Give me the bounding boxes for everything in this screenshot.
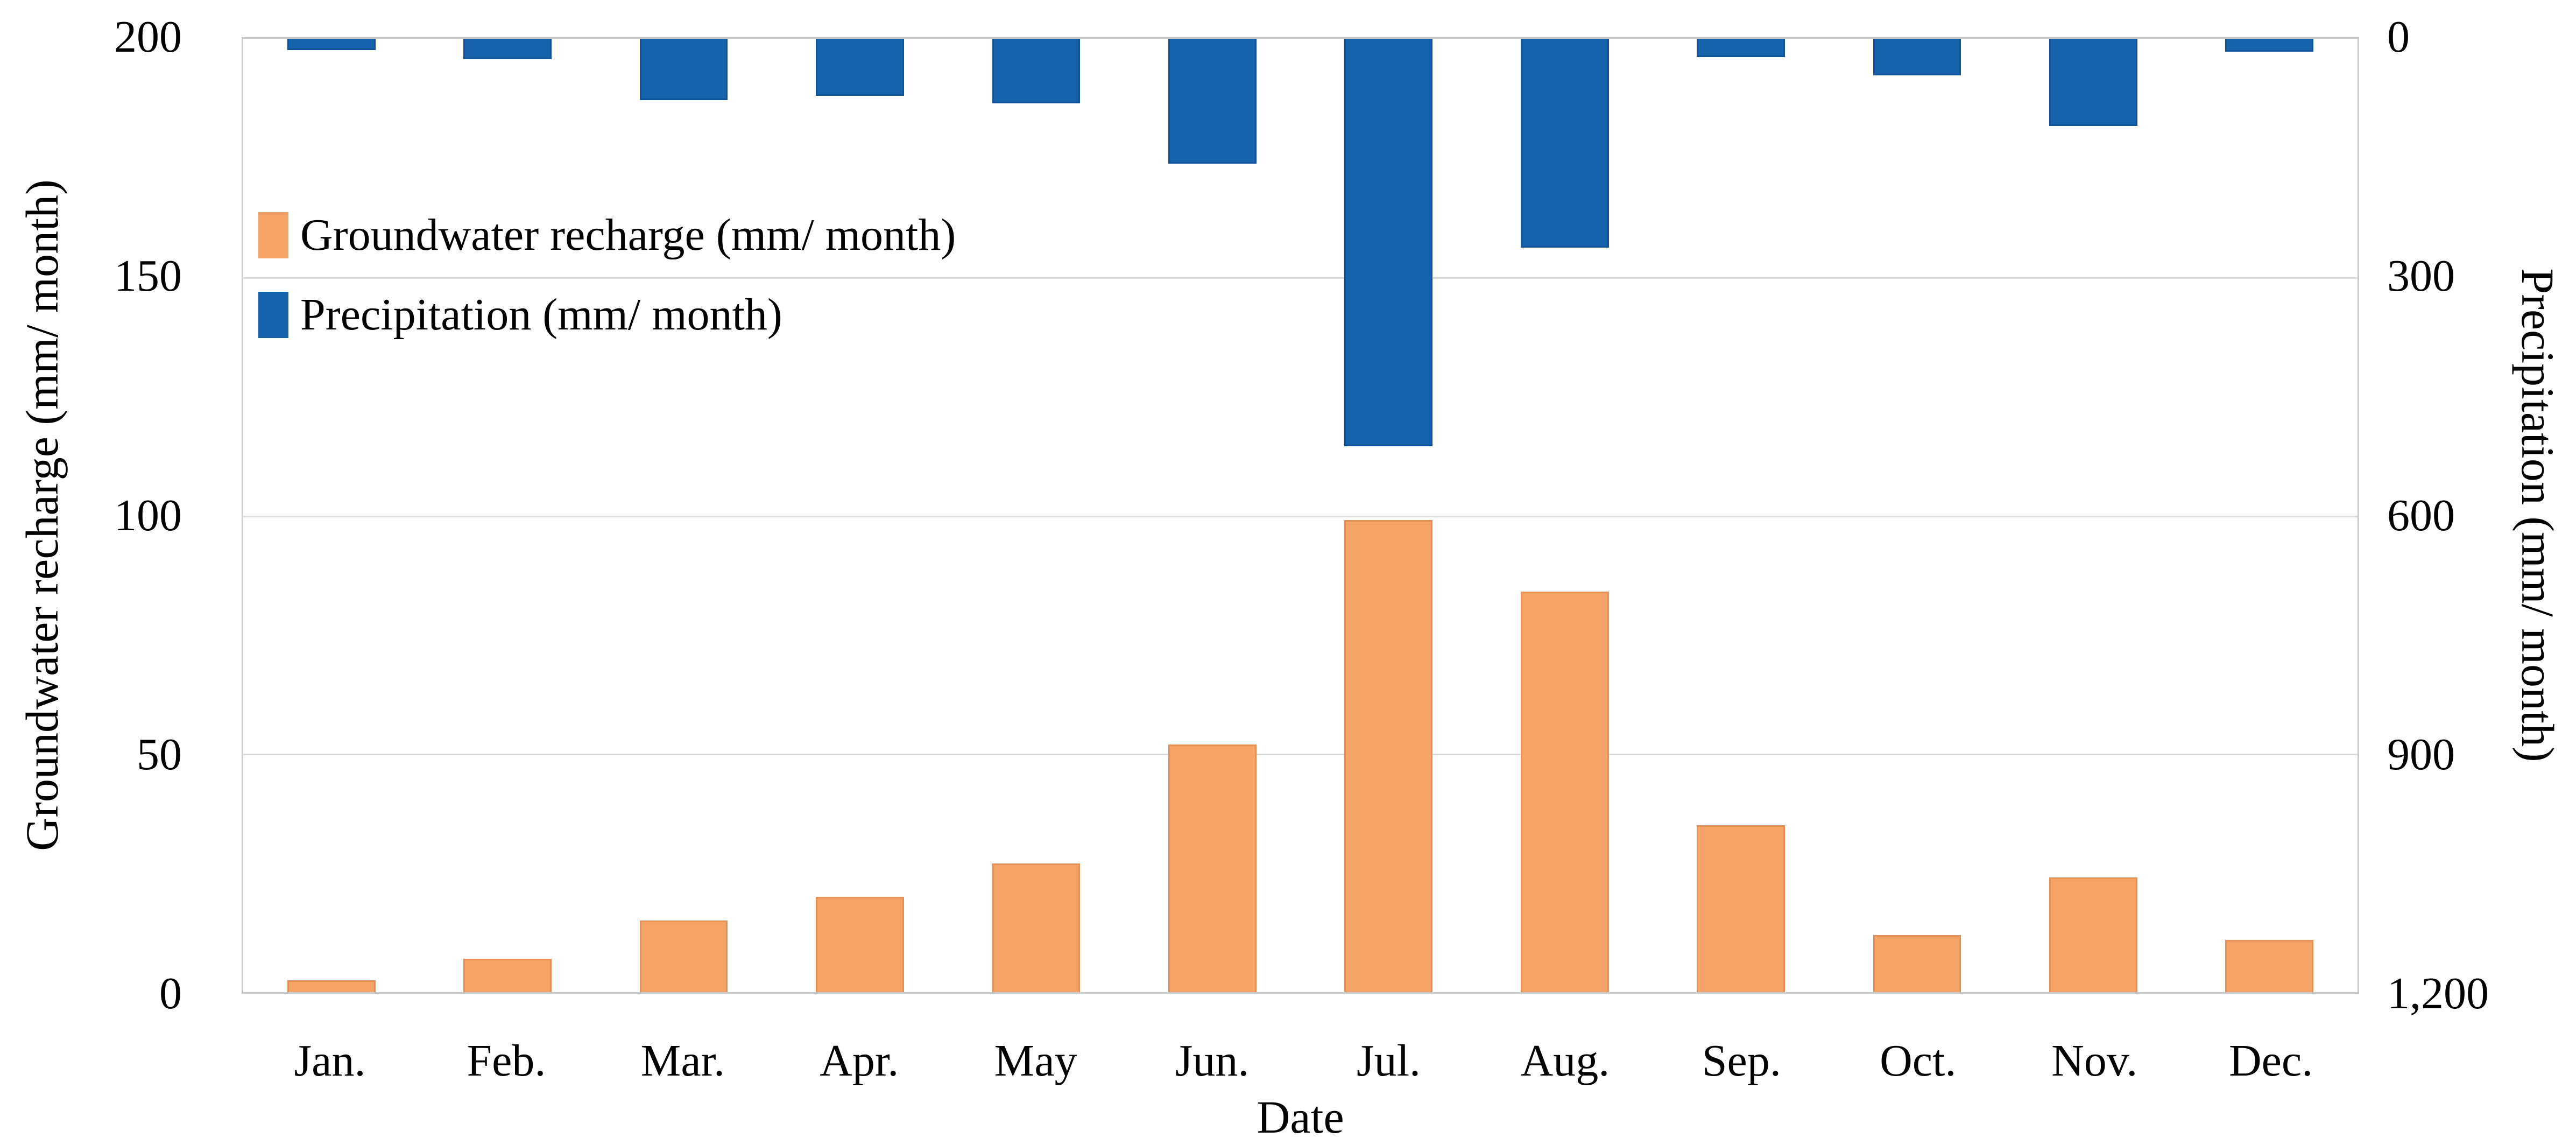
right-axis-tick-1200: 1,200: [2387, 968, 2489, 1018]
x-label-jul: Jul.: [1356, 1036, 1421, 1086]
precipitation-bar-nov: [2049, 39, 2137, 127]
left-axis-tick-150: 150: [114, 251, 182, 301]
x-label-jun: Jun.: [1175, 1036, 1250, 1086]
month-slot-aug: [1477, 39, 1653, 992]
legend-label: Precipitation (mm/ month): [300, 290, 782, 340]
month-slot-dec: [2182, 39, 2358, 992]
precipitation-bar-jun: [1168, 39, 1257, 164]
month-slot-feb: [419, 39, 595, 992]
precipitation-bar-jul: [1344, 39, 1433, 447]
precipitation-bar-dec: [2225, 39, 2314, 52]
x-label-may: May: [994, 1036, 1077, 1086]
x-label-oct: Oct.: [1880, 1036, 1957, 1086]
recharge-bar-sep: [1697, 825, 1785, 992]
legend-row: Precipitation (mm/ month): [258, 275, 956, 355]
month-slot-jun: [1124, 39, 1300, 992]
recharge-bar-jul: [1344, 520, 1433, 992]
month-slot-may: [948, 39, 1124, 992]
right-axis-tick-900: 900: [2387, 729, 2455, 779]
left-axis-tick-100: 100: [114, 490, 182, 540]
x-label-apr: Apr.: [820, 1036, 899, 1086]
right-axis-tick-300: 300: [2387, 251, 2455, 301]
left-axis-tick-200: 200: [114, 12, 182, 62]
precipitation-bar-may: [992, 39, 1081, 103]
month-slot-jan: [243, 39, 419, 992]
legend-swatch-icon: [258, 212, 288, 258]
recharge-bar-apr: [816, 896, 904, 992]
recharge-bar-jan: [287, 980, 376, 992]
precipitation-bar-sep: [1697, 39, 1785, 57]
x-label-jan: Jan.: [294, 1036, 366, 1086]
recharge-bar-dec: [2225, 939, 2314, 992]
gridline: [243, 277, 2358, 279]
x-label-dec: Dec.: [2228, 1036, 2313, 1086]
gridline: [243, 515, 2358, 517]
month-slot-oct: [1829, 39, 2005, 992]
recharge-bar-mar: [639, 921, 728, 992]
x-label-mar: Mar.: [640, 1036, 725, 1086]
legend-swatch-icon: [258, 292, 288, 338]
recharge-bar-nov: [2049, 877, 2137, 992]
month-slot-sep: [1653, 39, 1829, 992]
legend: Groundwater recharge (mm/ month) Precipit…: [258, 195, 956, 355]
right-axis-tick-600: 600: [2387, 490, 2455, 540]
precipitation-bar-feb: [463, 39, 552, 60]
recharge-bar-may: [992, 863, 1081, 992]
recharge-bar-feb: [463, 959, 552, 992]
precipitation-bar-oct: [1873, 39, 1961, 75]
month-slot-nov: [2005, 39, 2181, 992]
x-label-nov: Nov.: [2051, 1036, 2138, 1086]
precipitation-bar-aug: [1520, 39, 1609, 248]
precipitation-bar-jan: [287, 39, 376, 50]
legend-label: Groundwater recharge (mm/ month): [300, 210, 956, 260]
plot-area: Groundwater recharge (mm/ month) Precipit…: [242, 37, 2359, 994]
legend-row: Groundwater recharge (mm/ month): [258, 195, 956, 275]
x-label-aug: Aug.: [1520, 1036, 1610, 1086]
month-slot-mar: [596, 39, 772, 992]
recharge-bar-jun: [1168, 744, 1257, 992]
bars-layer: [243, 39, 2358, 992]
left-axis-tick-50: 50: [137, 729, 182, 779]
recharge-bar-oct: [1873, 935, 1961, 992]
x-label-feb: Feb.: [467, 1036, 546, 1086]
month-slot-jul: [1301, 39, 1477, 992]
x-axis-labels: Jan. Feb. Mar. Apr. May Jun. Jul. Aug. Sep. Oct. N…: [242, 1036, 2359, 1086]
right-axis-tick-0: 0: [2387, 12, 2410, 62]
gridline: [243, 754, 2358, 756]
recharge-bar-aug: [1520, 592, 1609, 992]
precipitation-bar-apr: [816, 39, 904, 96]
x-label-sep: Sep.: [1702, 1036, 1781, 1086]
month-slot-apr: [772, 39, 948, 992]
left-axis-tick-0: 0: [159, 968, 182, 1018]
left-axis-ticks: 200 150 100 50 0: [0, 15, 200, 1016]
right-axis-ticks: 0 300 600 900 1,200: [2387, 15, 2576, 1016]
precipitation-bar-mar: [639, 39, 728, 100]
x-axis-title: Date: [1257, 1091, 1344, 1143]
